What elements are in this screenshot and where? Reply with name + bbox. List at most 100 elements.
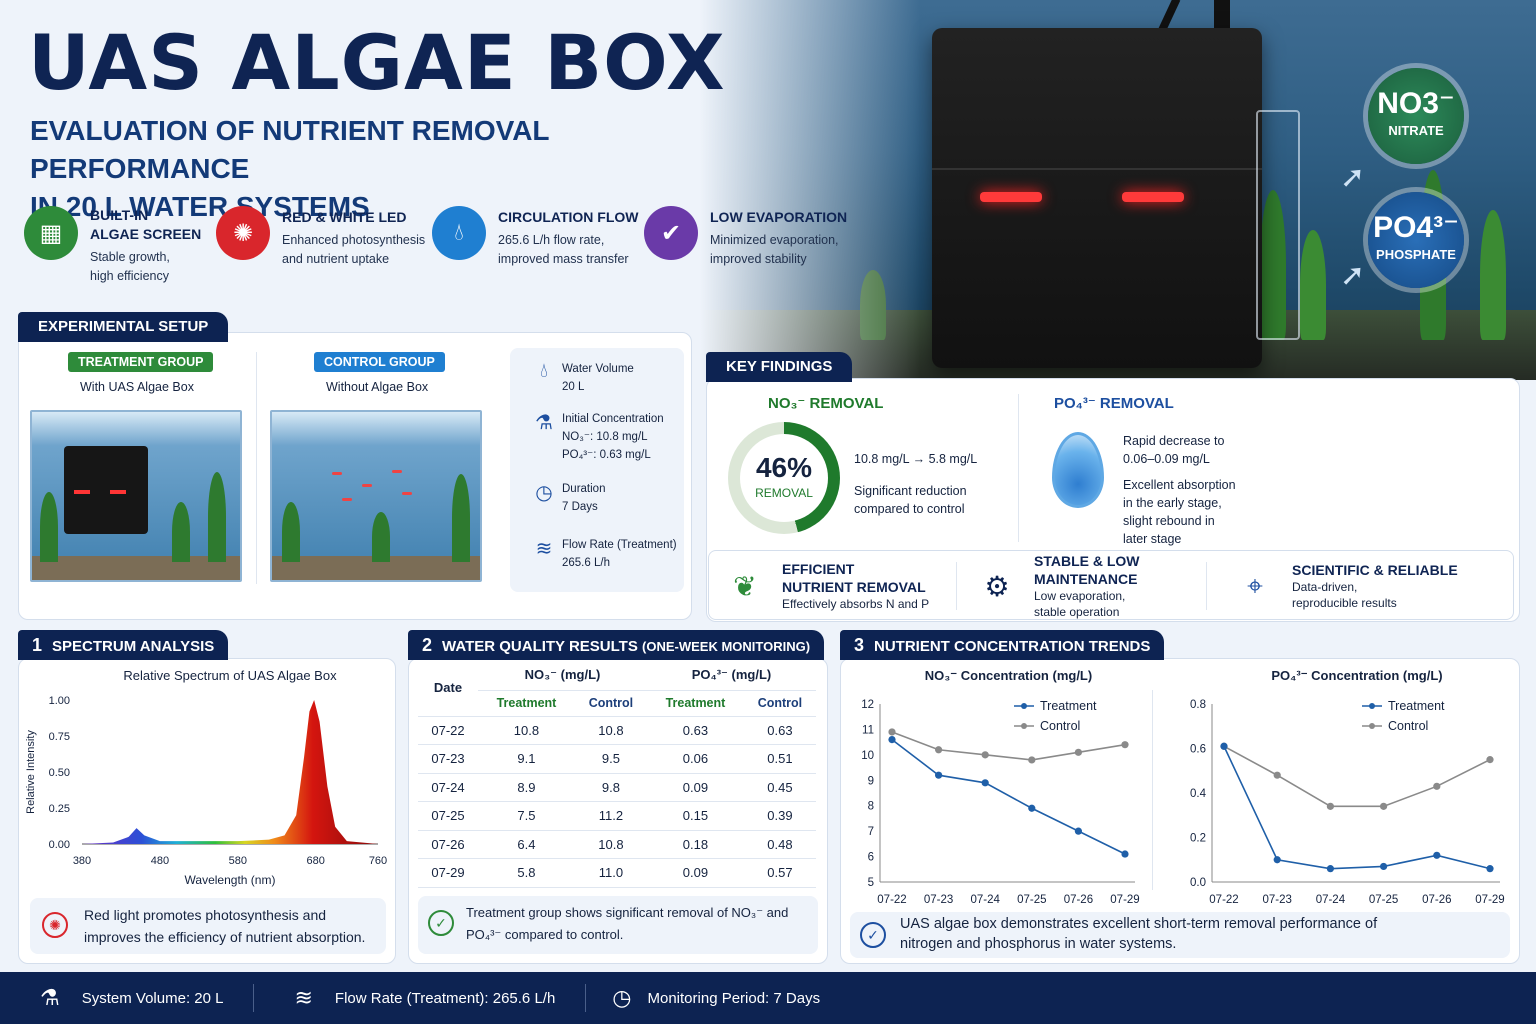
po4-desc-line: in the early stage,	[1123, 496, 1222, 510]
benefits-strip	[708, 550, 1514, 620]
cell-date: 07-26	[418, 830, 478, 859]
data-point-treatment	[1220, 742, 1228, 750]
spec-title: Flow Rate (Treatment)	[562, 539, 677, 551]
section-subtitle: (ONE-WEEK MONITORING)	[642, 639, 811, 654]
bulb-icon: ✺	[216, 206, 270, 260]
no3-desc-line: compared to control	[854, 502, 965, 516]
col-no3-control: Control	[574, 690, 647, 717]
divider	[1206, 562, 1207, 610]
y-tick-label: 0.00	[49, 839, 70, 851]
cell-date: 07-25	[418, 801, 478, 831]
spec-duration: ◷ Duration 7 Days	[510, 480, 605, 516]
table-cell: 11.2	[574, 801, 647, 831]
cell-date: 07-24	[418, 773, 478, 802]
y-tick-label: 9	[868, 775, 874, 787]
y-tick-label: 0.50	[49, 767, 70, 779]
removal-label: REMOVAL	[755, 486, 813, 500]
col-po4-treatment: Treatment	[646, 690, 744, 717]
data-point-treatment	[1273, 856, 1281, 864]
hero-fade	[700, 0, 920, 380]
control-tank	[270, 410, 482, 582]
x-tick-label: 760	[369, 855, 387, 867]
shield-check-icon: ✔	[644, 206, 698, 260]
feature-desc: 265.6 L/h flow rate,	[498, 233, 605, 247]
spectrum-tab: 1 SPECTRUM ANALYSIS	[18, 630, 229, 660]
spec-value: 20 L	[562, 381, 585, 393]
feature-desc: improved stability	[710, 252, 807, 266]
ring-center: 46% REMOVAL	[740, 434, 828, 522]
plant	[1480, 210, 1506, 340]
table-row: 07-24 8.9 9.8 0.09 0.45	[418, 773, 816, 802]
phosphate-badge: PO4³⁻ PHOSPHATE	[1368, 192, 1464, 288]
po4-desc-line: Excellent absorption	[1123, 478, 1236, 492]
x-tick-label: 07-24	[1316, 894, 1346, 906]
no3-change: 10.8 mg/L → 5.8 mg/L	[854, 452, 978, 466]
benefit-title: STABLE & LOW	[1034, 553, 1140, 569]
mini-algae-box	[64, 446, 148, 534]
cell-date: 07-22	[418, 716, 478, 745]
no3-desc: Significant reduction compared to contro…	[854, 482, 967, 518]
po4-removal-heading: PO₄³⁻ REMOVAL	[1054, 395, 1174, 412]
grid-icon: ▦	[24, 206, 78, 260]
water-quality-table: Date NO₃⁻ (mg/L) PO₄³⁻ (mg/L) Treatment …	[418, 660, 816, 888]
footer-flow: ≋ Flow Rate (Treatment): 265.6 L/h	[254, 985, 555, 1011]
table-cell: 0.45	[743, 773, 816, 802]
benefit-scientific: ⌖ SCIENTIFIC & RELIABLE Data-driven, rep…	[1232, 552, 1458, 620]
footer-text: System Volume: 20 L	[81, 989, 224, 1007]
table-cell: 0.09	[646, 773, 744, 802]
clock-icon: ◷	[612, 985, 632, 1010]
po4-desc-line: Rapid decrease to	[1123, 434, 1225, 448]
tank-plant	[172, 502, 190, 562]
water-quality-note-text: Treatment group shows significant remova…	[466, 905, 789, 942]
divider	[585, 984, 587, 1012]
no3-desc-line: Significant reduction	[854, 484, 967, 498]
po4-desc: Rapid decrease to 0.06–0.09 mg/L Excelle…	[1123, 432, 1236, 548]
y-tick-label: 1.00	[49, 695, 70, 707]
data-point-treatment	[1028, 804, 1036, 812]
water-drop-icon: 💧︎	[540, 360, 548, 382]
data-point-treatment	[1433, 851, 1441, 859]
setup-specs: 💧︎ Water Volume 20 L ⚗ Initial Concentrat…	[510, 348, 684, 592]
feature-desc: and nutrient uptake	[282, 252, 390, 266]
y-tick-label: 6	[868, 852, 874, 864]
series-line-control	[1223, 745, 1491, 808]
x-tick-label: 480	[151, 855, 169, 867]
benefit-stable: ⚙ STABLE & LOW MAINTENANCE Low evaporati…	[974, 552, 1140, 620]
legend-label: Treatment	[1040, 699, 1097, 713]
no3-removal-ring: 46% REMOVAL	[728, 422, 840, 534]
series-line-control	[891, 731, 1126, 761]
benefit-desc: stable operation	[1034, 605, 1120, 619]
feature-desc: Minimized evaporation,	[710, 233, 839, 247]
legend-marker	[1369, 723, 1375, 729]
footer-bar: ⚗ System Volume: 20 L ≋ Flow Rate (Treatme…	[0, 972, 1536, 1024]
table-cell: 10.8	[574, 830, 647, 859]
fish	[392, 470, 402, 473]
col-no3-treatment: Treatment	[478, 690, 575, 717]
benefit-title: SCIENTIFIC & RELIABLE	[1292, 562, 1458, 578]
spectrum-chart: Relative Spectrum of UAS Algae Box 0.00 0.…	[25, 668, 387, 887]
feature-circulation: 💧︎ CIRCULATION FLOW 265.6 L/h flow rate,…	[432, 206, 639, 269]
data-point-control	[1380, 802, 1388, 810]
footer-text: Flow Rate (Treatment): 265.6 L/h	[334, 989, 556, 1007]
tank-plant	[452, 474, 470, 562]
footer-text: Monitoring Period: 7 Days	[647, 989, 821, 1007]
benefit-desc: Effectively absorbs N and P	[782, 597, 930, 611]
x-tick-label: 07-29	[1110, 894, 1139, 906]
nitrate-badge: NO3⁻ NITRATE	[1368, 68, 1464, 164]
y-tick-label: 0.6	[1190, 744, 1206, 756]
legend-label: Control	[1040, 719, 1080, 733]
box-seam	[932, 168, 1262, 170]
arrow-up-right-icon: ➚	[1340, 259, 1366, 292]
feature-title: CIRCULATION FLOW	[498, 209, 639, 225]
spec-title: Duration	[562, 483, 606, 495]
tank-plant	[282, 502, 300, 562]
data-point-control	[1486, 756, 1494, 764]
table-cell: 8.9	[478, 773, 575, 802]
feature-desc: high efficiency	[90, 269, 169, 283]
table-cell: 0.18	[646, 830, 744, 859]
legend-marker	[1021, 723, 1027, 729]
benefit-desc: Data-driven,	[1292, 580, 1358, 594]
x-tick-label: 580	[229, 855, 247, 867]
po4-desc-line: 0.06–0.09 mg/L	[1123, 452, 1210, 466]
data-point-treatment	[1380, 862, 1388, 871]
